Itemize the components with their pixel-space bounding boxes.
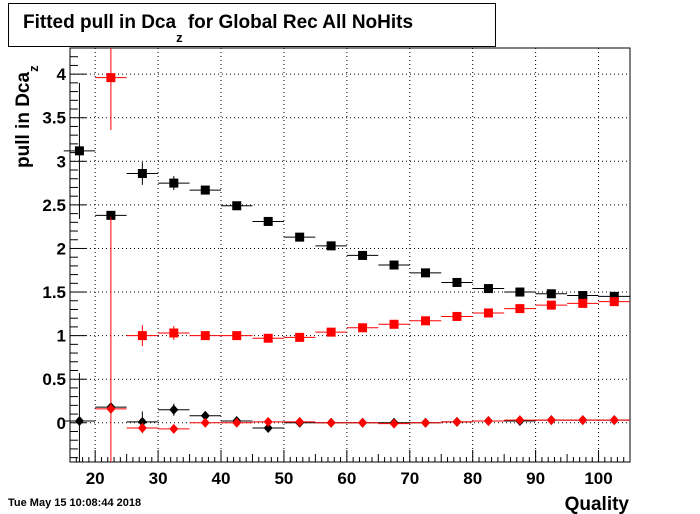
data-point-square: [106, 210, 116, 220]
data-point-square: [200, 331, 210, 341]
data-point-square: [232, 201, 242, 211]
data-point-square: [452, 311, 462, 321]
y-tick-label: 2: [57, 239, 66, 258]
data-point-square: [578, 291, 588, 301]
x-tick-label: 30: [149, 469, 168, 488]
data-point-square: [106, 73, 116, 83]
y-tick-label: 0.5: [42, 370, 66, 389]
data-point-diamond: [358, 417, 368, 428]
data-point-square: [609, 291, 619, 301]
x-tick-label: 50: [274, 469, 293, 488]
data-point-square: [169, 328, 179, 338]
x-axis-label: Quality: [565, 494, 630, 514]
timestamp: Tue May 15 10:08:44 2018: [8, 497, 142, 509]
data-point-diamond: [74, 416, 84, 427]
data-point-diamond: [546, 415, 556, 426]
y-tick-label: 4: [57, 65, 67, 84]
data-point-square: [483, 308, 493, 318]
data-point-diamond: [326, 417, 336, 428]
data-point-square: [137, 331, 147, 341]
data-point-square: [137, 169, 147, 179]
data-point-square: [389, 319, 399, 329]
chart-title-main: Fitted pull in Dca: [23, 12, 177, 33]
data-point-diamond: [389, 418, 399, 429]
data-point-square: [295, 232, 305, 242]
x-tick-label: 20: [86, 469, 105, 488]
axis-layer: 20 30 40 50 60 70 80 90 100 0 0.5 1 1.5 2 2.5 3 3.5 4: [42, 47, 631, 488]
data-layer: [63, 48, 630, 462]
y-tick-label: 3: [57, 152, 66, 171]
y-axis-label: pull in Dcaz: [13, 65, 41, 168]
data-point-diamond: [483, 416, 493, 427]
data-point-diamond: [263, 416, 273, 427]
y-axis-label-sub: z: [26, 65, 41, 72]
x-tick-label: 70: [400, 469, 419, 488]
data-point-square: [326, 241, 336, 251]
data-point-square: [452, 277, 462, 287]
x-tick-label: 90: [526, 469, 545, 488]
data-point-square: [200, 185, 210, 195]
data-point-square: [546, 300, 556, 310]
data-point-square: [169, 178, 179, 188]
y-axis-label-main: pull in Dca: [13, 72, 34, 169]
x-tick-label: 80: [463, 469, 482, 488]
y-tick-label: 1: [57, 327, 66, 346]
y-tick-label: 0: [57, 414, 66, 433]
data-point-diamond: [452, 416, 462, 427]
chart-title-subscript: z: [176, 30, 183, 45]
x-tick-label: 60: [337, 469, 356, 488]
data-point-square: [326, 327, 336, 337]
data-point-diamond: [137, 423, 147, 434]
data-point-square: [295, 332, 305, 342]
data-point-diamond: [137, 416, 147, 427]
chart-title: Fitted pull in Dcaz for Global Rec All N…: [23, 12, 414, 45]
data-point-square: [358, 323, 368, 333]
data-point-diamond: [200, 410, 210, 421]
data-point-square: [389, 260, 399, 270]
data-point-square: [515, 287, 525, 297]
data-point-square: [358, 250, 368, 260]
series-3: [95, 217, 630, 462]
data-point-square: [263, 216, 273, 226]
series-0: [63, 82, 630, 301]
data-point-square: [515, 304, 525, 314]
data-point-diamond: [578, 415, 588, 426]
data-point-square: [263, 333, 273, 343]
data-point-diamond: [169, 423, 179, 434]
y-tick-label: 3.5: [42, 109, 66, 128]
data-point-square: [421, 316, 431, 326]
data-point-square: [578, 298, 588, 308]
x-tick-label: 100: [584, 469, 612, 488]
x-tick-label: 40: [212, 469, 231, 488]
data-point-diamond: [263, 423, 273, 434]
data-point-square: [74, 146, 84, 156]
data-point-square: [546, 289, 556, 299]
data-point-diamond: [232, 417, 242, 428]
title-box: Fitted pull in Dcaz for Global Rec All N…: [8, 3, 496, 47]
data-point-diamond: [295, 416, 305, 427]
plot-frame: [69, 47, 631, 463]
data-point-square: [609, 297, 619, 307]
data-point-square: [421, 268, 431, 278]
data-point-square: [483, 284, 493, 294]
data-point-diamond: [609, 415, 619, 426]
data-point-square: [232, 331, 242, 341]
y-tick-label: 2.5: [42, 196, 66, 215]
data-point-diamond: [421, 417, 431, 428]
chart-title-rest: for Global Rec All NoHits: [182, 12, 414, 33]
y-tick-label: 1.5: [42, 283, 66, 302]
data-point-diamond: [200, 417, 210, 428]
data-point-diamond: [106, 403, 116, 414]
data-point-diamond: [169, 404, 179, 415]
data-point-diamond: [515, 415, 525, 426]
series-1: [95, 48, 630, 347]
